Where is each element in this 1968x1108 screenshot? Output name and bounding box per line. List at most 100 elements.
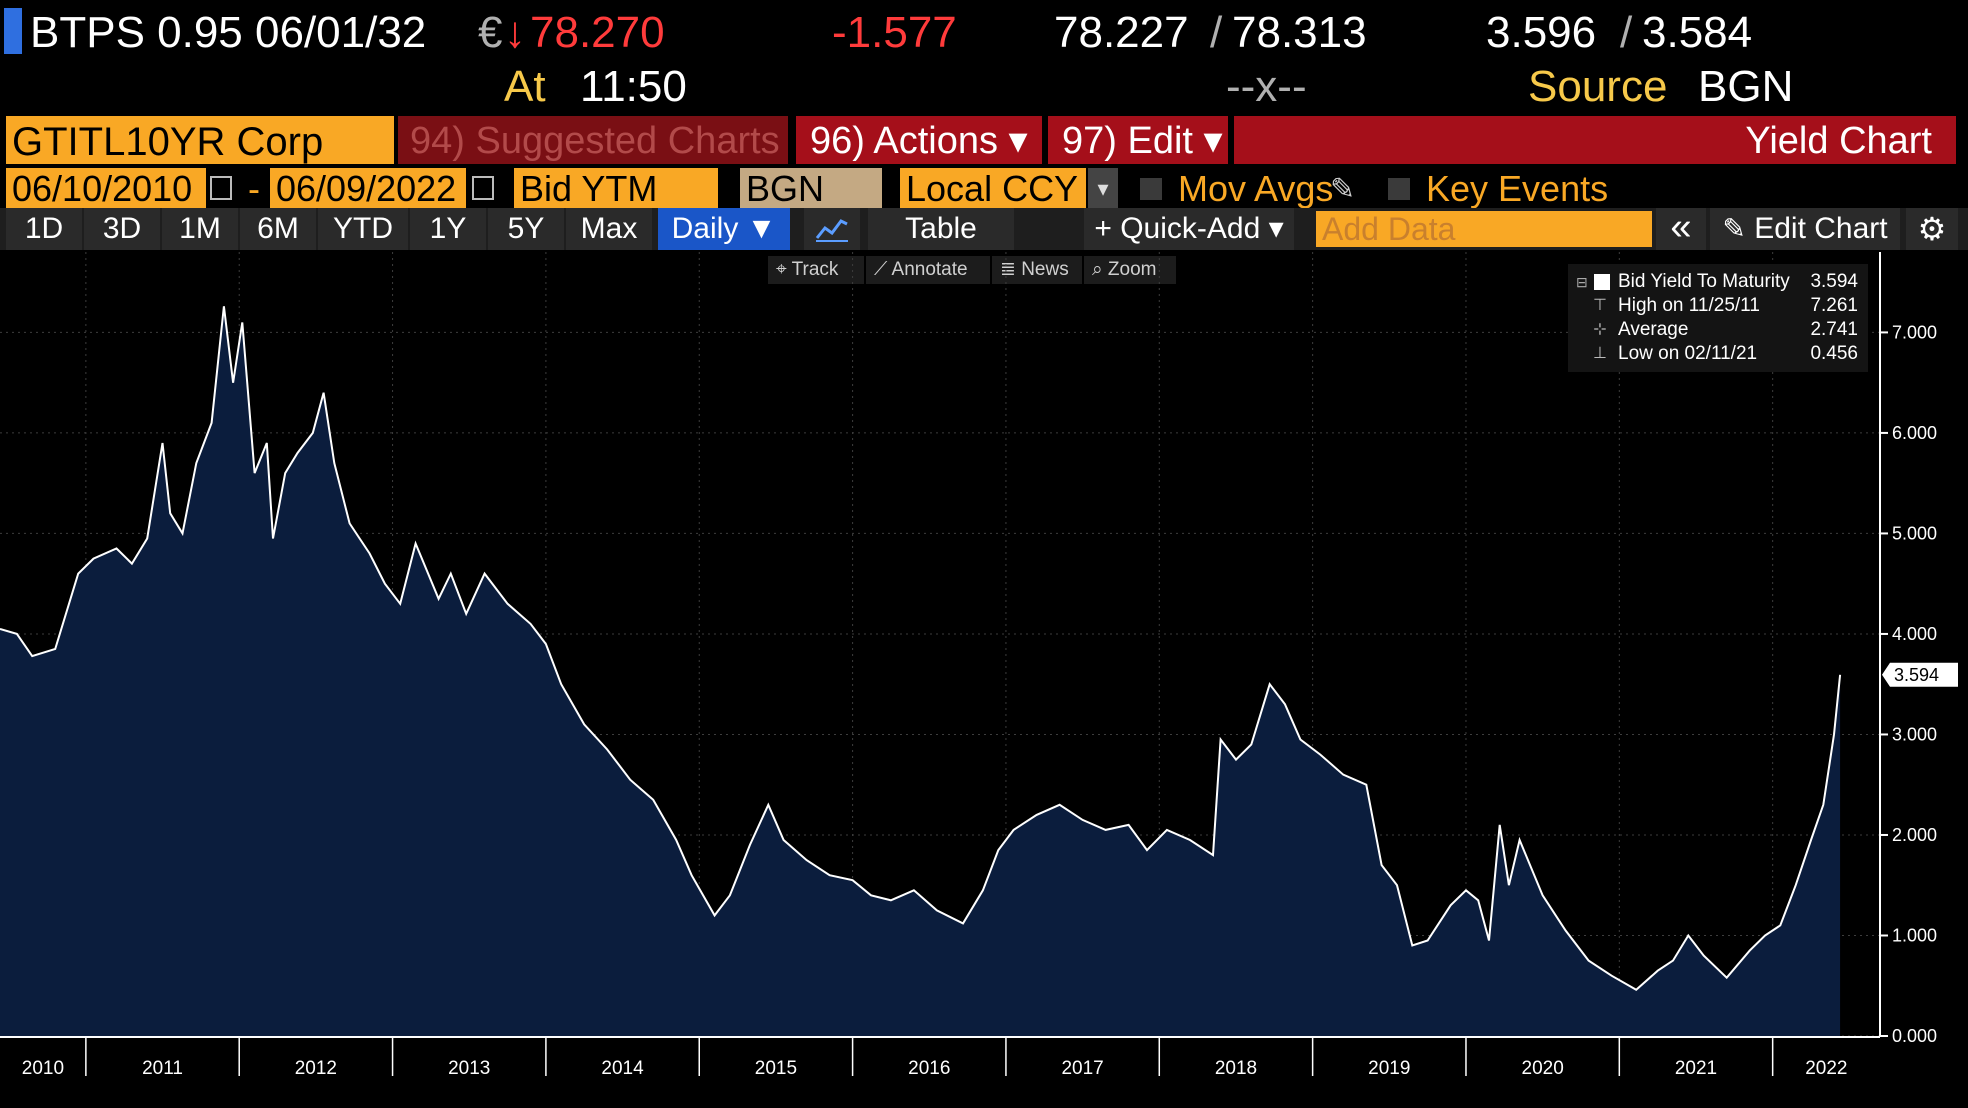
pencil-icon[interactable]: ✎ [1330, 173, 1356, 206]
down-arrow-icon: ↓ [504, 8, 526, 57]
key-events-checkbox[interactable] [1388, 178, 1410, 200]
period-6m[interactable]: 6M [240, 208, 316, 250]
period-1y[interactable]: 1Y [410, 208, 486, 250]
y-tick-label: 7.000 [1892, 322, 1937, 342]
x-tick-label: 2018 [1215, 1058, 1257, 1079]
end-date-field[interactable]: 06/09/2022 [270, 168, 466, 210]
line-chart-icon [815, 219, 848, 242]
x-tick-label: 2013 [448, 1058, 490, 1079]
news-icon: ≣ [1000, 259, 1022, 280]
magnifier-icon: ⌕ [1092, 259, 1108, 280]
legend-low-value: 0.456 [1810, 343, 1858, 364]
edit-chart-label: Edit Chart [1754, 212, 1888, 245]
title-bar: Yield Chart [1234, 116, 1956, 164]
x-tick-label: 2015 [755, 1058, 797, 1079]
legend-high-label: High on 11/25/11 [1618, 295, 1760, 316]
average-marker-icon: ⊹ [1593, 321, 1607, 338]
quote-time: 11:50 [580, 62, 687, 111]
legend-series-name: Bid Yield To Maturity [1618, 271, 1790, 292]
legend-low-label: Low on 02/11/21 [1618, 343, 1758, 364]
yield-area [0, 306, 1841, 1036]
collapse-button[interactable]: « [1656, 208, 1706, 250]
edit-pencil-icon: ✎ [1722, 213, 1746, 244]
legend-series-value: 3.594 [1810, 271, 1858, 292]
mov-avgs-label[interactable]: Mov Avgs [1178, 168, 1334, 209]
start-date-field[interactable]: 06/10/2010 [6, 168, 206, 210]
y-tick-label: 4.000 [1892, 624, 1937, 644]
zoom-label: Zoom [1107, 259, 1157, 280]
ticker[interactable]: BTPS 0.95 06/01/32 [30, 8, 427, 57]
last-price: 78.270 [530, 8, 665, 57]
low-marker-icon: ⊥ [1593, 345, 1607, 362]
track-tool[interactable]: ⌖ Track [768, 256, 864, 284]
actions-menu[interactable]: 96) Actions ▾ [796, 116, 1042, 164]
x-tick-label: 2019 [1368, 1058, 1410, 1079]
annotate-icon: ⟋ [874, 259, 892, 280]
frequency-selector[interactable]: Daily ▼ [658, 208, 790, 250]
last-value-tag [1882, 662, 1958, 687]
currency-selector[interactable]: Local CCY [900, 168, 1086, 210]
table-view-button[interactable]: Table [868, 208, 1014, 250]
x-tick-label: 2010 [22, 1058, 64, 1079]
x-tick-label: 2020 [1522, 1058, 1564, 1079]
collapse-legend-icon[interactable]: ⊟ [1576, 274, 1588, 290]
field-selector[interactable]: Bid YTM [514, 168, 718, 210]
start-calendar-icon[interactable] [210, 176, 232, 200]
quick-add-button[interactable]: + Quick-Add ▾ [1084, 208, 1294, 250]
period-1m[interactable]: 1M [162, 208, 238, 250]
mov-avgs-checkbox[interactable] [1140, 178, 1162, 200]
news-tool[interactable]: ≣ News [992, 256, 1082, 284]
currency-dropdown-button[interactable]: ▾ [1088, 168, 1118, 210]
yield-bid: 3.596 [1486, 8, 1597, 57]
ask-price: 78.313 [1232, 8, 1367, 57]
x-tick-label: 2014 [601, 1058, 644, 1079]
volume-placeholder: --x-- [1226, 62, 1307, 111]
period-5y[interactable]: 5Y [488, 208, 564, 250]
source-selector[interactable]: BGN [740, 168, 882, 210]
settings-button[interactable]: ⚙ [1906, 208, 1958, 250]
y-tick-label: 6.000 [1892, 423, 1937, 443]
legend-average-value: 2.741 [1810, 319, 1858, 340]
yield-separator: / [1620, 8, 1633, 57]
suggested-charts-button[interactable]: 94) Suggested Charts [398, 116, 788, 164]
period-max[interactable]: Max [566, 208, 652, 250]
price-separator: / [1210, 8, 1223, 57]
y-ticks: 0.000 1.000 2.000 3.000 4.000 5.000 6.000 7.000 [1880, 322, 1937, 1046]
y-tick-label: 2.000 [1892, 825, 1937, 845]
end-calendar-icon[interactable] [472, 176, 494, 200]
actions-label: 96) Actions ▾ [810, 120, 1028, 162]
annotate-tool[interactable]: ⟋ Annotate [866, 256, 990, 284]
edit-menu[interactable]: 97) Edit ▾ [1048, 116, 1228, 164]
currency-symbol: € [478, 8, 503, 57]
y-tick-label: 1.000 [1892, 925, 1937, 945]
period-3d[interactable]: 3D [84, 208, 160, 250]
y-tick-label: 3.000 [1892, 724, 1937, 744]
date-dash: - [248, 168, 260, 209]
suggested-charts-label: 94) Suggested Charts [410, 120, 780, 162]
ticker-marker [4, 8, 22, 54]
yield-chart[interactable]: 0.000 1.000 2.000 3.000 4.000 5.000 6.000 7.000… [0, 252, 1968, 1108]
x-tick-label: 2022 [1805, 1058, 1847, 1079]
security-field[interactable]: GTITL10YR Corp [6, 116, 394, 164]
high-marker-icon: ⊤ [1593, 297, 1607, 314]
period-ytd[interactable]: YTD [318, 208, 408, 250]
add-data-input[interactable]: Add Data [1316, 211, 1652, 247]
zoom-tool[interactable]: ⌕ Zoom [1084, 256, 1176, 284]
series-swatch [1594, 274, 1610, 290]
chart-title: Yield Chart [1745, 120, 1932, 162]
bid-price: 78.227 [1054, 8, 1189, 57]
news-label: News [1021, 259, 1069, 280]
x-tick-label: 2011 [142, 1058, 183, 1079]
x-tick-label: 2021 [1675, 1058, 1717, 1079]
x-tick-label: 2017 [1061, 1058, 1103, 1079]
x-tick-label: 2016 [908, 1058, 950, 1079]
key-events-label[interactable]: Key Events [1426, 168, 1609, 209]
crosshair-icon: ⌖ [776, 259, 792, 280]
chart-view-button[interactable] [804, 208, 860, 250]
period-1d[interactable]: 1D [6, 208, 82, 250]
security-label: GTITL10YR Corp [12, 120, 324, 164]
last-value-label: 3.594 [1882, 662, 1958, 687]
edit-chart-button[interactable]: ✎ Edit Chart [1710, 208, 1900, 250]
source-label: Source [1528, 62, 1668, 111]
edit-label: 97) Edit ▾ [1062, 120, 1223, 162]
